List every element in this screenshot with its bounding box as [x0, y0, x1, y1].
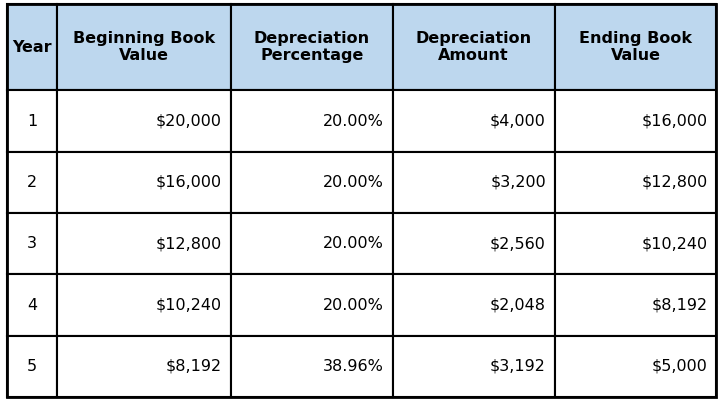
Bar: [7, 274, 58, 336]
Text: $5,000: $5,000: [652, 359, 708, 374]
Text: $3,192: $3,192: [490, 359, 546, 374]
Text: $10,240: $10,240: [642, 236, 708, 251]
Text: 20.00%: 20.00%: [323, 113, 384, 129]
Text: 20.00%: 20.00%: [323, 298, 384, 312]
Text: 4: 4: [27, 298, 37, 312]
Text: Beginning Book
Value: Beginning Book Value: [73, 31, 215, 63]
Text: $10,240: $10,240: [156, 298, 222, 312]
Text: Ending Book
Value: Ending Book Value: [579, 31, 692, 63]
Text: $16,000: $16,000: [642, 113, 708, 129]
Text: $3,200: $3,200: [490, 175, 546, 190]
Text: Depreciation
Amount: Depreciation Amount: [415, 31, 531, 63]
Bar: [230, 152, 392, 213]
Bar: [58, 336, 230, 397]
Bar: [58, 213, 230, 274]
Text: $8,192: $8,192: [166, 359, 222, 374]
Bar: [7, 4, 58, 91]
Bar: [392, 274, 554, 336]
Bar: [230, 274, 392, 336]
Text: 2: 2: [27, 175, 37, 190]
Bar: [230, 336, 392, 397]
Bar: [7, 336, 58, 397]
Bar: [392, 152, 554, 213]
Bar: [392, 336, 554, 397]
Text: 3: 3: [27, 236, 37, 251]
Text: $12,800: $12,800: [642, 175, 708, 190]
Bar: [230, 91, 392, 152]
Text: 38.96%: 38.96%: [323, 359, 384, 374]
Bar: [554, 152, 716, 213]
Bar: [392, 91, 554, 152]
Text: $8,192: $8,192: [652, 298, 708, 312]
Text: $2,560: $2,560: [490, 236, 546, 251]
Text: $4,000: $4,000: [490, 113, 546, 129]
Bar: [7, 152, 58, 213]
Bar: [554, 336, 716, 397]
Text: 20.00%: 20.00%: [323, 236, 384, 251]
Text: $2,048: $2,048: [490, 298, 546, 312]
Text: 5: 5: [27, 359, 37, 374]
Bar: [58, 91, 230, 152]
Bar: [392, 213, 554, 274]
Text: $12,800: $12,800: [156, 236, 222, 251]
Text: $20,000: $20,000: [156, 113, 222, 129]
Text: 1: 1: [27, 113, 37, 129]
Bar: [7, 91, 58, 152]
Bar: [392, 4, 554, 91]
Text: 20.00%: 20.00%: [323, 175, 384, 190]
Text: Depreciation
Percentage: Depreciation Percentage: [253, 31, 370, 63]
Bar: [58, 152, 230, 213]
Bar: [554, 4, 716, 91]
Bar: [230, 4, 392, 91]
Bar: [58, 274, 230, 336]
Bar: [554, 274, 716, 336]
Bar: [230, 213, 392, 274]
Text: Year: Year: [12, 40, 52, 55]
Bar: [7, 213, 58, 274]
Text: $16,000: $16,000: [156, 175, 222, 190]
Bar: [554, 213, 716, 274]
Bar: [554, 91, 716, 152]
Bar: [58, 4, 230, 91]
